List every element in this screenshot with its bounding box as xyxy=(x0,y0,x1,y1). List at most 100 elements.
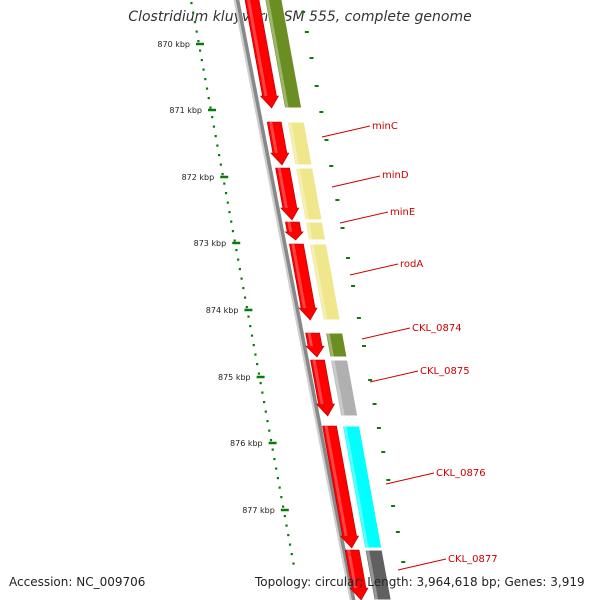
ruler-dot xyxy=(211,116,214,119)
ruler-tick-label: 877 kbp xyxy=(242,506,275,515)
ruler-dot xyxy=(212,125,216,128)
gene-track xyxy=(244,0,369,600)
gene-category-highlight xyxy=(343,426,369,548)
gene-label-leader xyxy=(385,472,435,485)
ruler-dot xyxy=(205,87,209,90)
ruler-dot xyxy=(216,144,219,147)
gene-arrow-highlight xyxy=(269,122,278,153)
gene-label[interactable]: rodA xyxy=(400,259,423,270)
kbp-ruler: 870 kbp 871 kbp 872 kbp 873 kbp 874 kbp 875 k… xyxy=(157,2,295,565)
ruler-dot xyxy=(226,201,229,204)
ruler-dot xyxy=(207,97,210,100)
backbone-line xyxy=(235,0,356,600)
gene-category-block xyxy=(308,243,341,321)
gene-arrow-highlight xyxy=(247,0,268,96)
ruler-tick-label: 875 kbp xyxy=(218,373,251,382)
map-title: Clostridium kluyveri DSM 555, complete g… xyxy=(128,9,472,25)
gene-label[interactable]: CKL_0875 xyxy=(420,366,470,377)
ruler-dot xyxy=(288,543,292,546)
ruler-dot xyxy=(221,173,224,176)
gene-label[interactable]: CKL_0877 xyxy=(448,554,498,565)
ruler-dot xyxy=(287,534,290,537)
ruler-dot xyxy=(262,401,266,404)
gene-label[interactable]: CKL_0874 xyxy=(412,323,462,334)
gene-label[interactable]: minD xyxy=(382,170,409,181)
ruler-tick-label: 876 kbp xyxy=(230,439,263,448)
ruler-dot xyxy=(202,68,205,71)
ruler-dot xyxy=(193,21,197,24)
category-track xyxy=(264,0,406,600)
gene-label-leader xyxy=(339,211,389,224)
ruler-dot xyxy=(278,486,281,489)
gene-category-highlight xyxy=(288,122,300,165)
gene-category-block xyxy=(341,425,383,549)
genome-backbone xyxy=(233,0,356,600)
ruler-dot xyxy=(235,249,238,252)
gene-category-highlight xyxy=(331,360,345,416)
ruler-dot xyxy=(276,477,280,480)
gene-category-block xyxy=(325,332,348,358)
ruler-dot xyxy=(233,239,236,242)
ruler-dot xyxy=(259,382,262,385)
ruler-dot xyxy=(245,306,248,309)
ruler-dot xyxy=(214,135,217,138)
ruler-dot xyxy=(242,287,245,290)
ruler-tick-label: 874 kbp xyxy=(206,306,239,315)
ruler-tick-label: 873 kbp xyxy=(194,239,227,248)
ruler-dot xyxy=(238,268,241,271)
gene-arrow-highlight xyxy=(324,426,348,536)
ruler-dot xyxy=(256,363,259,366)
ruler-dot xyxy=(218,154,221,157)
ruler-dot xyxy=(273,458,276,461)
ruler-dot xyxy=(240,277,243,280)
ruler-dot xyxy=(249,325,252,328)
ruler-dot xyxy=(254,353,257,356)
ruler-dot xyxy=(247,315,250,318)
gene-category-block xyxy=(329,359,359,417)
ruler-dot xyxy=(292,562,295,565)
gene-arrow-highlight xyxy=(291,244,307,308)
gene-category-block xyxy=(286,121,313,166)
ruler-dot xyxy=(257,372,260,375)
gene-category-highlight xyxy=(306,222,313,240)
gene-arrow-highlight xyxy=(312,360,324,404)
ruler-dot xyxy=(204,78,207,81)
ruler-dot xyxy=(237,258,240,261)
ruler-dot xyxy=(264,410,267,413)
ruler-tick-label: 872 kbp xyxy=(182,173,215,182)
accession-label: Accession: NC_009706 xyxy=(9,575,146,589)
gene-category-highlight xyxy=(310,244,328,320)
gene-label-leader xyxy=(369,370,419,383)
ruler-dot xyxy=(269,439,273,442)
ruler-dot xyxy=(290,553,293,556)
gene-label-leader xyxy=(321,125,371,138)
gene-label[interactable]: minE xyxy=(390,207,415,218)
ruler-dot xyxy=(261,391,264,394)
genome-stats-label: Topology: circular; Length: 3,964,618 bp… xyxy=(255,575,585,589)
gene-label[interactable]: CKL_0876 xyxy=(436,468,486,479)
gene-category-block xyxy=(364,549,392,600)
ruler-dot xyxy=(252,344,255,347)
ruler-dot xyxy=(280,496,283,499)
ruler-dot xyxy=(268,429,271,432)
ruler-dot xyxy=(271,448,274,451)
ruler-dot xyxy=(209,106,212,109)
ruler-dot xyxy=(223,182,226,185)
ruler-dot xyxy=(228,211,231,214)
ruler-dot xyxy=(219,163,222,166)
gene-category-highlight xyxy=(366,550,379,600)
gene-category-block xyxy=(264,0,303,109)
gene-arrow-highlight xyxy=(287,222,293,232)
ruler-dot xyxy=(199,49,202,52)
gene-label-leader xyxy=(361,327,411,340)
ruler-dot xyxy=(190,2,193,5)
gene-category-block xyxy=(294,167,323,221)
gene-label[interactable]: minC xyxy=(372,121,398,132)
gene-category-highlight xyxy=(296,168,310,220)
gene-arrow-highlight xyxy=(277,168,288,208)
gene-category-highlight xyxy=(266,0,289,108)
gene-label-leader xyxy=(397,558,447,571)
ruler-dot xyxy=(285,524,288,527)
